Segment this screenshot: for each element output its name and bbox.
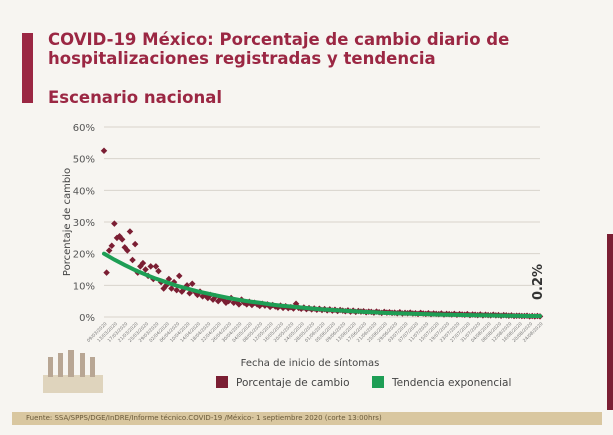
legend-swatch-trend bbox=[372, 376, 384, 388]
data-point bbox=[103, 269, 110, 276]
government-logo bbox=[43, 350, 103, 393]
data-point bbox=[111, 220, 118, 227]
y-tick-label: 0% bbox=[79, 313, 95, 324]
legend-label-trend: Tendencia exponencial bbox=[391, 377, 511, 389]
data-point bbox=[152, 263, 160, 270]
last-value-annotation: 0.2% bbox=[531, 264, 546, 300]
source-footer: Fuente: SSA/SPPS/DGE/InDRE/Informe técni… bbox=[12, 412, 602, 425]
y-tick-label: 50% bbox=[73, 155, 95, 166]
data-point bbox=[100, 147, 108, 155]
data-point bbox=[235, 301, 243, 308]
x-axis-label: Fecha de inicio de síntomas bbox=[241, 357, 380, 369]
y-tick-label: 30% bbox=[73, 218, 95, 229]
legend-label-change: Porcentaje de cambio bbox=[236, 377, 350, 389]
data-point bbox=[147, 263, 154, 270]
data-point bbox=[155, 267, 162, 275]
y-tick-label: 40% bbox=[73, 186, 95, 197]
data-point bbox=[176, 272, 183, 280]
page-subtitle: Escenario nacional bbox=[48, 88, 223, 107]
y-tick-label: 20% bbox=[73, 250, 95, 261]
trend-line bbox=[102, 251, 542, 319]
data-point bbox=[131, 240, 139, 248]
page-title: COVID-19 México: Porcentaje de cambio di… bbox=[48, 30, 510, 68]
title-accent-bar bbox=[22, 33, 33, 103]
side-accent-bar bbox=[607, 234, 613, 410]
data-point bbox=[139, 259, 147, 267]
data-point bbox=[168, 285, 175, 292]
legend-swatch-change bbox=[216, 376, 228, 388]
data-point bbox=[105, 247, 113, 254]
data-point bbox=[124, 247, 131, 254]
data-point bbox=[188, 280, 196, 288]
y-axis-label: Porcentaje de cambio bbox=[62, 168, 73, 276]
data-point bbox=[118, 236, 126, 243]
data-point bbox=[173, 286, 180, 294]
y-tick-label: 10% bbox=[73, 281, 95, 292]
y-tick-label: 60% bbox=[73, 123, 95, 134]
data-point bbox=[129, 256, 136, 264]
data-point bbox=[108, 242, 116, 250]
data-point bbox=[126, 228, 134, 235]
